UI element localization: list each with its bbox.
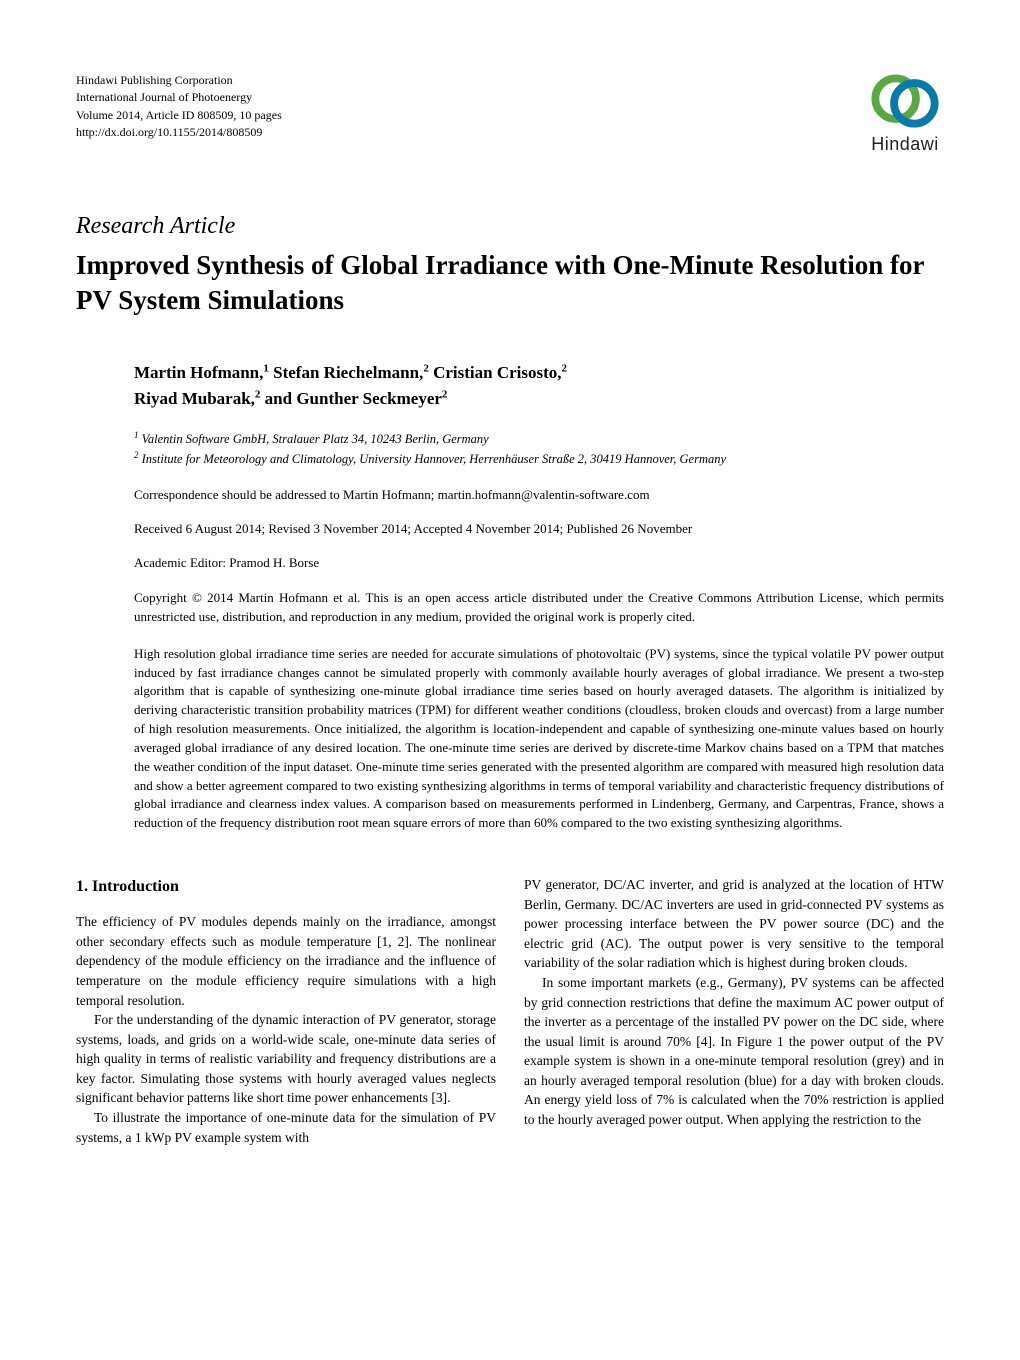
paragraph: PV generator, DC/AC inverter, and grid i… [524, 875, 944, 973]
publisher-info: Hindawi Publishing Corporation Internati… [76, 72, 282, 142]
publisher-logo-text: Hindawi [871, 134, 939, 155]
abstract: High resolution global irradiance time s… [134, 645, 944, 833]
author-2-affil: 2 [423, 363, 429, 375]
author-4: Riyad Mubarak, [134, 389, 255, 408]
authors-block: Martin Hofmann,1 Stefan Riechelmann,2 Cr… [134, 360, 944, 411]
journal-name: International Journal of Photoenergy [76, 89, 282, 106]
author-1-affil: 1 [263, 363, 269, 375]
hindawi-logo-icon [866, 72, 944, 130]
academic-editor: Academic Editor: Pramod H. Borse [134, 555, 944, 571]
affiliations-block: 1 Valentin Software GmbH, Stralauer Plat… [134, 429, 944, 469]
paragraph: In some important markets (e.g., Germany… [524, 973, 944, 1130]
copyright-notice: Copyright © 2014 Martin Hofmann et al. T… [134, 589, 944, 627]
author-3-affil: 2 [562, 363, 568, 375]
publisher-name: Hindawi Publishing Corporation [76, 72, 282, 89]
column-right: PV generator, DC/AC inverter, and grid i… [524, 875, 944, 1147]
paragraph: To illustrate the importance of one-minu… [76, 1108, 496, 1147]
doi-url: http://dx.doi.org/10.1155/2014/808509 [76, 124, 282, 141]
volume-info: Volume 2014, Article ID 808509, 10 pages [76, 107, 282, 124]
column-left: 1. Introduction The efficiency of PV mod… [76, 875, 496, 1147]
publisher-logo: Hindawi [866, 72, 944, 155]
author-3: Cristian Crisosto, [433, 363, 561, 382]
body-columns: 1. Introduction The efficiency of PV mod… [76, 875, 944, 1147]
author-2: Stefan Riechelmann, [273, 363, 423, 382]
correspondence: Correspondence should be addressed to Ma… [134, 487, 944, 503]
author-4-affil: 2 [255, 388, 261, 400]
affiliation-2: Institute for Meteorology and Climatolog… [139, 452, 727, 466]
header-row: Hindawi Publishing Corporation Internati… [76, 72, 944, 155]
article-type: Research Article [76, 213, 944, 240]
author-1: Martin Hofmann, [134, 363, 263, 382]
section-1-heading: 1. Introduction [76, 875, 496, 898]
paragraph: For the understanding of the dynamic int… [76, 1010, 496, 1108]
paragraph: The efficiency of PV modules depends mai… [76, 912, 496, 1010]
author-5-affil: 2 [442, 388, 448, 400]
publication-dates: Received 6 August 2014; Revised 3 Novemb… [134, 521, 944, 537]
author-5: and Gunther Seckmeyer [265, 389, 442, 408]
page-title: Improved Synthesis of Global Irradiance … [76, 248, 944, 318]
affiliation-1: Valentin Software GmbH, Stralauer Platz … [139, 432, 489, 446]
